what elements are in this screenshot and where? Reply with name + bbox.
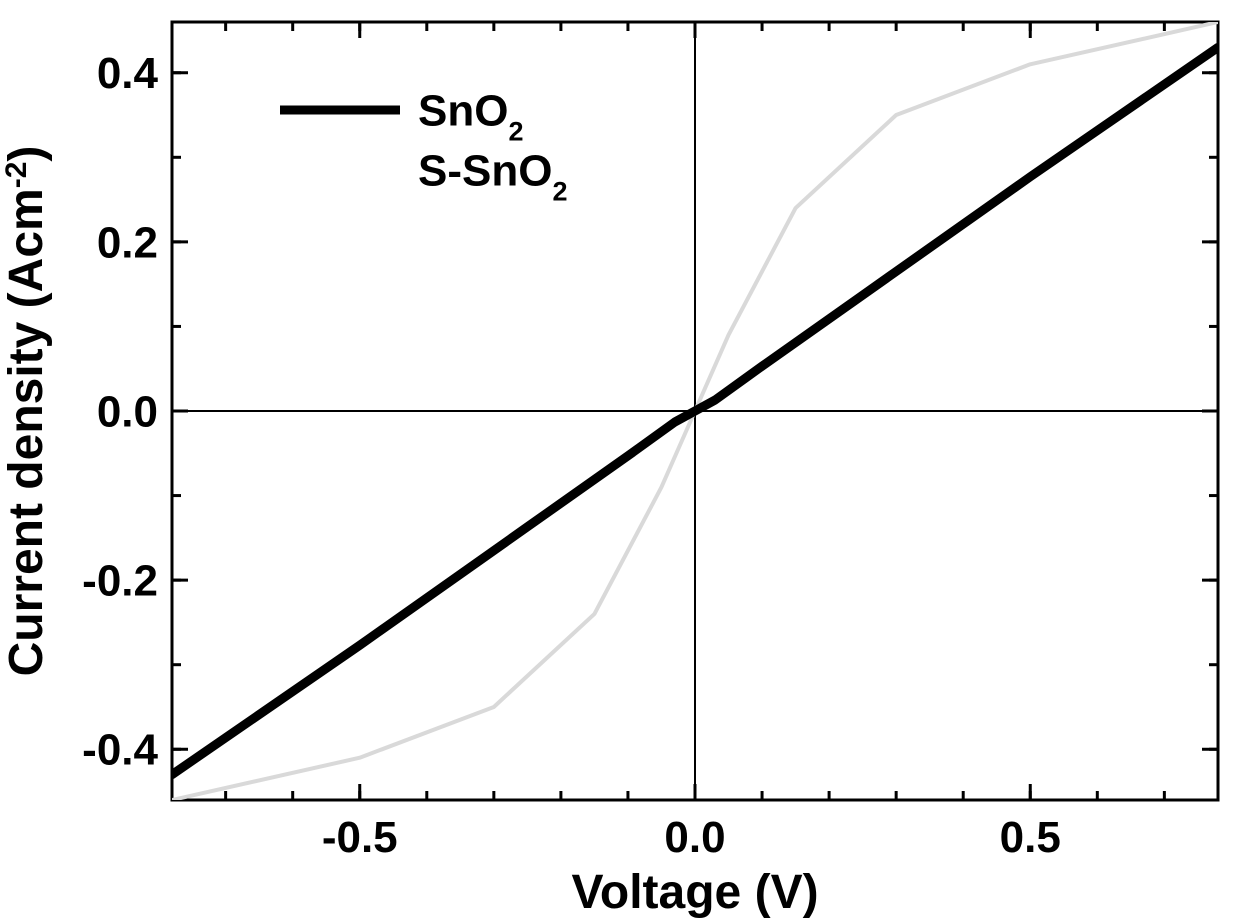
x-tick-label: 0.0 — [664, 813, 725, 862]
y-tick-label: 0.2 — [97, 218, 158, 267]
x-axis-label: Voltage (V) — [571, 866, 818, 919]
y-tick-label: 0.0 — [97, 387, 158, 436]
iv-chart: -0.5 0.0 0.5 -0.4 -0.2 0.0 0.2 0.4 Voltage (V) Cu… — [0, 0, 1240, 922]
y-tick-label: 0.4 — [97, 49, 159, 98]
x-tick-label: 0.5 — [1000, 813, 1061, 862]
x-tick-label: -0.5 — [322, 813, 398, 862]
y-axis-label: Current density (Acm-2) — [0, 146, 53, 677]
svg-text:Current density (Acm-2): Current density (Acm-2) — [0, 146, 53, 677]
y-tick-label: -0.2 — [82, 557, 158, 606]
chart-container: -0.5 0.0 0.5 -0.4 -0.2 0.0 0.2 0.4 Voltage (V) Cu… — [0, 0, 1240, 922]
y-tick-label: -0.4 — [82, 726, 158, 775]
